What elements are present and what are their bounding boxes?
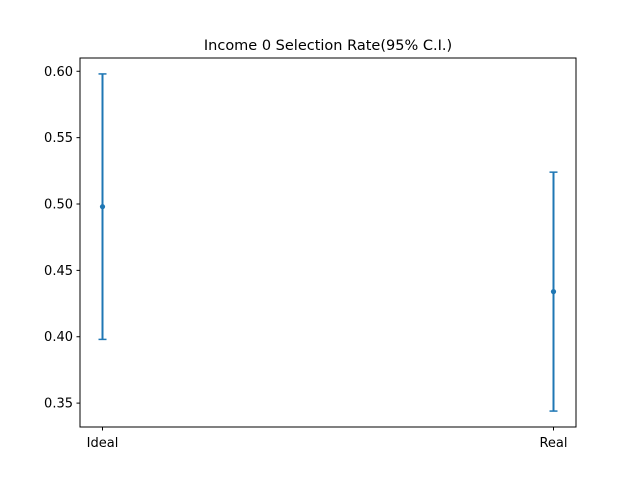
y-tick-label: 0.55: [44, 131, 73, 146]
x-tick-label: Ideal: [87, 436, 119, 451]
plot-area: 0.35 0.40 0.45 0.50 0.55 0.60 Ideal Real: [44, 65, 567, 451]
data-point: [551, 289, 556, 294]
y-tick-label: 0.60: [44, 65, 73, 80]
y-tick-label: 0.50: [44, 198, 73, 213]
x-tick-label: Real: [539, 436, 567, 451]
y-tick-label: 0.40: [44, 330, 73, 345]
chart-title: Income 0 Selection Rate(95% C.I.): [204, 38, 452, 54]
y-tick-label: 0.45: [44, 264, 73, 279]
axes-frame: [80, 58, 576, 427]
y-tick-label: 0.35: [44, 397, 73, 412]
data-point: [100, 204, 105, 209]
